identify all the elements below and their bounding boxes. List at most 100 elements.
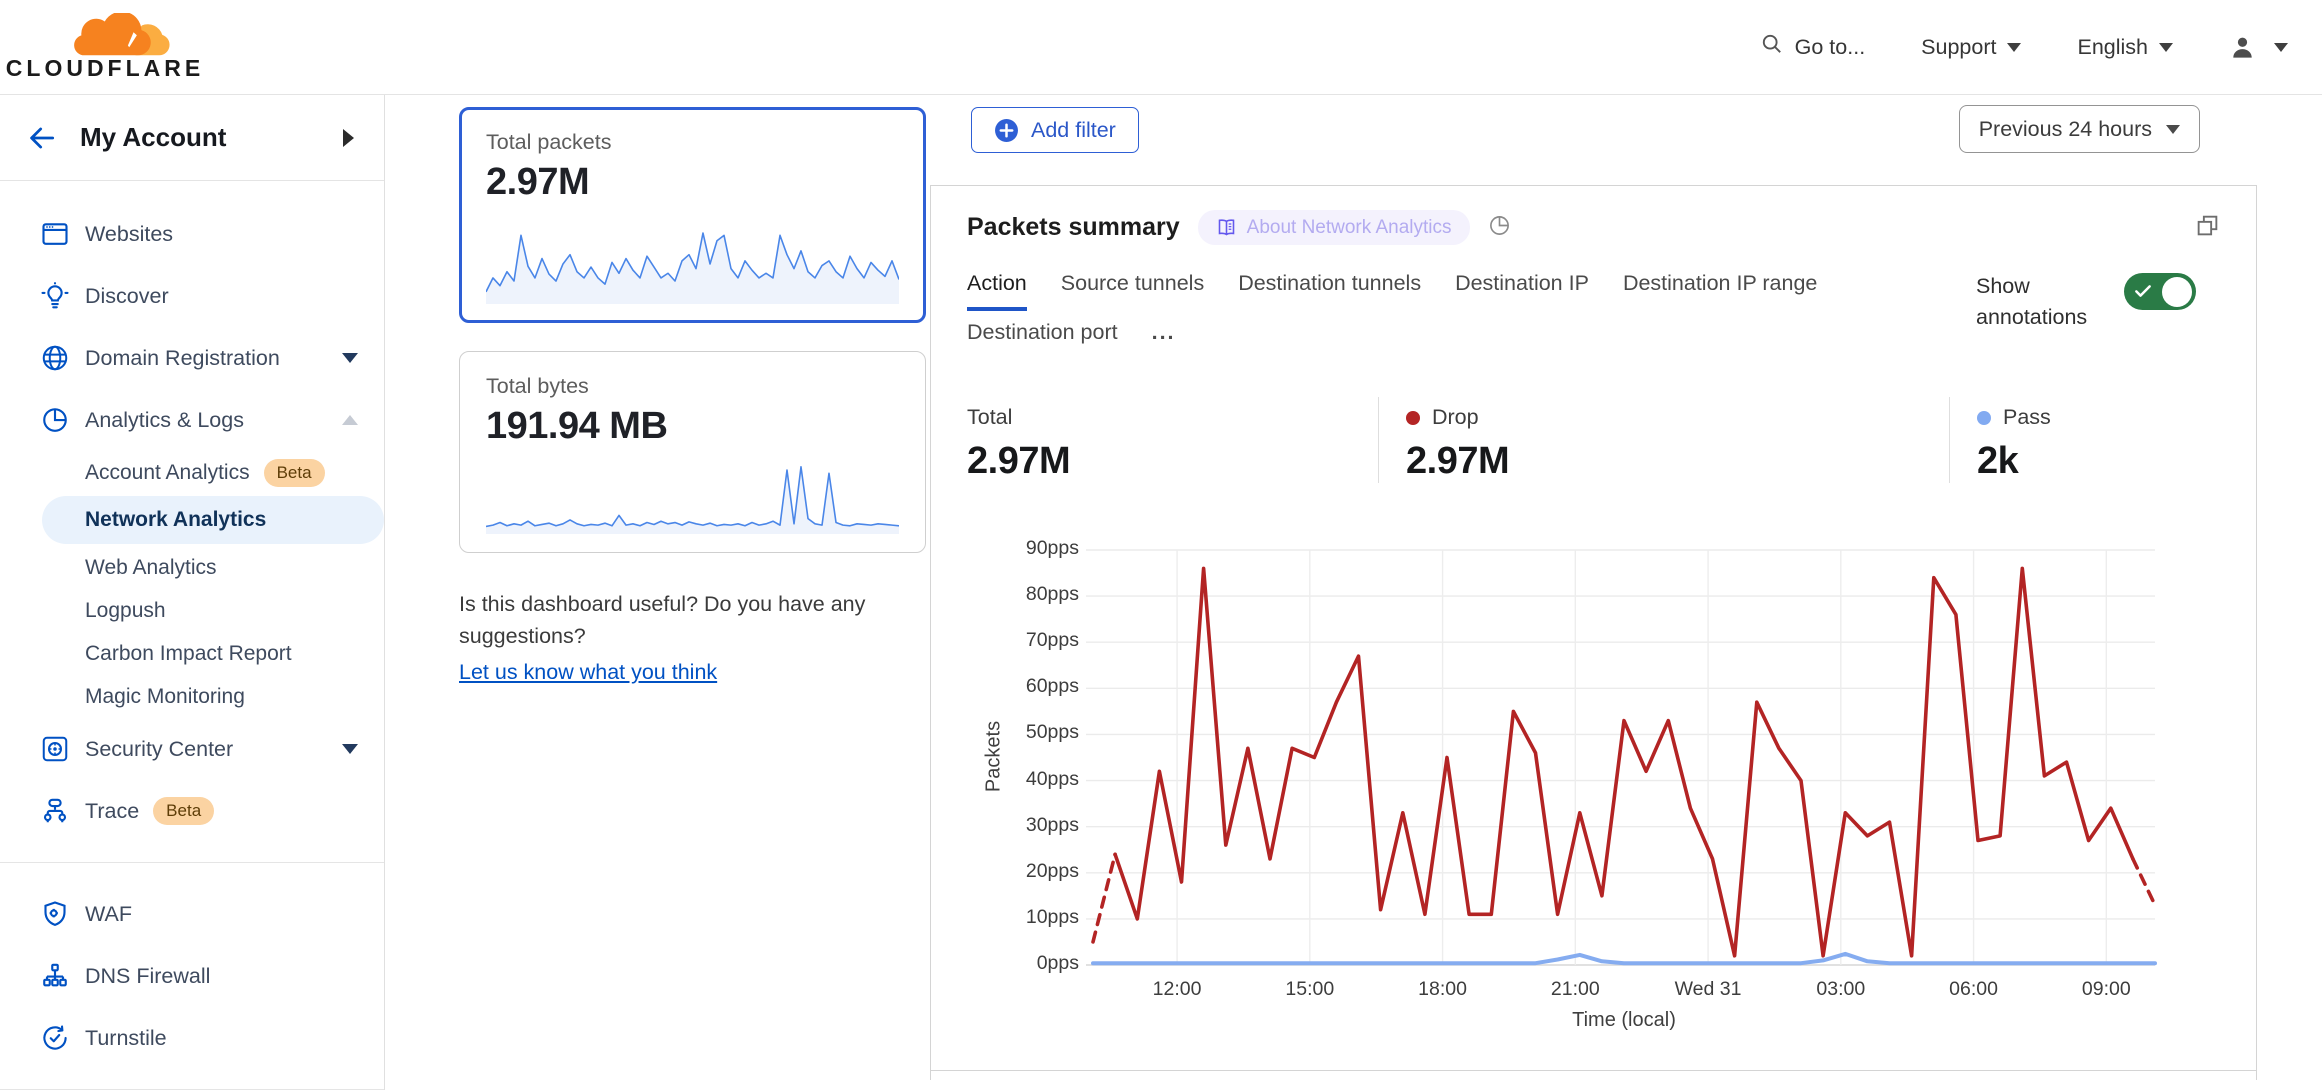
- support-label: Support: [1921, 34, 1997, 59]
- sidebar-item-label: Domain Registration: [85, 345, 280, 370]
- x-tick-label: 09:00: [2081, 978, 2131, 1000]
- card-label: Total bytes: [486, 374, 589, 398]
- topbar: CLOUDFLARE Go to... Support English: [0, 0, 2322, 95]
- y-tick-label: 30pps: [1025, 813, 1079, 836]
- chevron-down-icon: [342, 744, 358, 754]
- sidebar-item-discover[interactable]: Discover: [0, 265, 384, 327]
- sidebar-item-label: WAF: [85, 901, 132, 926]
- chevron-right-icon: [343, 128, 354, 147]
- tab-destination-ip[interactable]: Destination IP: [1455, 271, 1589, 295]
- chevron-down-icon: [2166, 124, 2180, 134]
- panel-title: Packets summary: [967, 213, 1180, 241]
- summary-cards-column: Total packets 2.97M Total bytes 191.94 M…: [459, 107, 926, 688]
- shield-gear-icon: [44, 901, 66, 926]
- sidebar-item-network-analytics[interactable]: Network Analytics: [42, 496, 384, 544]
- time-window-icon[interactable]: [1488, 214, 1511, 242]
- total-bytes-card[interactable]: Total bytes 191.94 MB: [459, 351, 926, 553]
- tab-source-tunnels[interactable]: Source tunnels: [1060, 271, 1205, 295]
- packets-summary-panel: Packets summary About Network Analytics: [930, 185, 2257, 1072]
- stats-row: Total 2.97M Drop 2.97M: [967, 397, 2220, 483]
- stat-value: 2.97M: [1406, 440, 1510, 482]
- stat-label: Drop: [1432, 405, 1479, 429]
- sidebar-item-websites[interactable]: Websites: [0, 203, 384, 265]
- search-icon: [1760, 32, 1784, 62]
- sidebar-item-label: Analytics & Logs: [85, 407, 244, 432]
- feedback-link[interactable]: Let us know what you think: [459, 659, 718, 684]
- sidebar-item-label: Turnstile: [85, 1025, 167, 1050]
- sidebar-item-turnstile[interactable]: Turnstile: [0, 1007, 384, 1069]
- chart-plot: [1086, 549, 2157, 966]
- y-tick-label: 70pps: [1025, 629, 1079, 652]
- packets-time-series-chart: Packets 0pps 10pps 20pps 30pps 40pps 50pps 60p…: [967, 517, 2220, 1037]
- sidebar-item-dns-firewall[interactable]: DNS Firewall: [0, 945, 384, 1007]
- expand-panel-icon[interactable]: [2195, 213, 2220, 243]
- about-tag-label: About Network Analytics: [1246, 216, 1452, 238]
- go-to-search[interactable]: Go to...: [1760, 32, 1865, 62]
- sidebar-nav: Websites Discover Domain Registration: [0, 181, 384, 1090]
- main-content: Total packets 2.97M Total bytes 191.94 M…: [385, 95, 2322, 1090]
- y-tick-label: 80pps: [1025, 583, 1079, 606]
- beta-badge: Beta: [263, 458, 325, 487]
- x-tick-label: 06:00: [1949, 978, 1998, 1000]
- tab-destination-tunnels[interactable]: Destination tunnels: [1238, 271, 1422, 295]
- sidebar-item-account-analytics[interactable]: Account Analytics Beta: [0, 451, 384, 494]
- my-account-header[interactable]: My Account: [0, 95, 384, 181]
- sidebar-item-security-center[interactable]: Security Center: [0, 718, 384, 780]
- sidebar-item-label: Logpush: [85, 598, 166, 622]
- analytics-column: Add filter Previous 24 hours Packets sum…: [930, 105, 2257, 1072]
- sidebar-item-analytics-logs[interactable]: Analytics & Logs: [0, 389, 384, 451]
- stat-drop: Drop 2.97M: [1378, 397, 1949, 483]
- tabs-overflow-button[interactable]: ...: [1151, 320, 1176, 344]
- total-packets-card[interactable]: Total packets 2.97M: [459, 107, 926, 323]
- show-annotations-toggle[interactable]: [2124, 273, 2196, 310]
- bytes-sparkline: [486, 462, 899, 534]
- sidebar-item-magic-monitoring[interactable]: Magic Monitoring: [0, 675, 384, 718]
- x-axis-title: Time (local): [1572, 1009, 1676, 1031]
- sidebar-item-waf[interactable]: WAF: [0, 883, 384, 945]
- back-arrow-icon: [30, 127, 55, 148]
- tab-action[interactable]: Action: [967, 271, 1027, 311]
- tab-destination-ip-range[interactable]: Destination IP range: [1622, 271, 1818, 295]
- sidebar-item-trace[interactable]: Trace Beta: [0, 780, 384, 842]
- sidebar-item-label: Discover: [85, 283, 169, 308]
- sidebar-item-web-analytics[interactable]: Web Analytics: [0, 546, 384, 589]
- sidebar-item-label: Network Analytics: [85, 508, 267, 531]
- y-tick-label: 10pps: [1025, 905, 1079, 928]
- cloudflare-logo[interactable]: CLOUDFLARE: [6, 12, 200, 82]
- plus-circle-icon: [995, 118, 1018, 142]
- book-icon: [1218, 219, 1234, 236]
- account-title: My Account: [80, 122, 227, 152]
- hierarchy-icon: [43, 963, 67, 987]
- sidebar-item-logpush[interactable]: Logpush: [0, 589, 384, 632]
- chevron-down-icon: [2274, 42, 2288, 52]
- support-menu[interactable]: Support: [1921, 34, 2022, 60]
- account-menu[interactable]: [2229, 34, 2288, 61]
- sidebar-item-label: Account Analytics: [85, 460, 250, 484]
- show-annotations-label: Show annotations: [1976, 274, 2088, 330]
- divider: [0, 862, 384, 863]
- time-range-dropdown[interactable]: Previous 24 hours: [1958, 105, 2200, 153]
- chevron-down-icon: [2159, 42, 2173, 52]
- panel-header: Packets summary About Network Analytics: [967, 210, 2220, 245]
- y-tick-label: 20pps: [1025, 859, 1079, 882]
- tabs-zone: Action Source tunnels Destination tunnel…: [967, 271, 2220, 367]
- x-tick-label: Wed 31: [1674, 978, 1742, 1000]
- sidebar-item-label: DNS Firewall: [85, 963, 211, 988]
- sidebar-item-carbon-impact-report[interactable]: Carbon Impact Report: [0, 632, 384, 675]
- feedback-block: Is this dashboard useful? Do you have an…: [459, 589, 926, 688]
- about-network-analytics-tag[interactable]: About Network Analytics: [1197, 210, 1470, 245]
- sidebar-item-label: Carbon Impact Report: [85, 641, 292, 665]
- card-value: 191.94 MB: [486, 405, 668, 447]
- language-menu[interactable]: English: [2077, 35, 2173, 60]
- chevron-down-icon: [342, 353, 358, 363]
- add-filter-label: Add filter: [1031, 117, 1116, 142]
- x-tick-label: 12:00: [1152, 978, 1202, 1000]
- sidebar-item-domain-registration[interactable]: Domain Registration: [0, 327, 384, 389]
- sidebar: My Account Websites Discover: [0, 95, 385, 1090]
- x-tick-label: 15:00: [1285, 978, 1335, 1000]
- safe-icon: [42, 736, 68, 762]
- add-filter-button[interactable]: Add filter: [971, 107, 1139, 153]
- y-tick-label: 50pps: [1025, 721, 1079, 744]
- tab-destination-port[interactable]: Destination port: [967, 320, 1118, 344]
